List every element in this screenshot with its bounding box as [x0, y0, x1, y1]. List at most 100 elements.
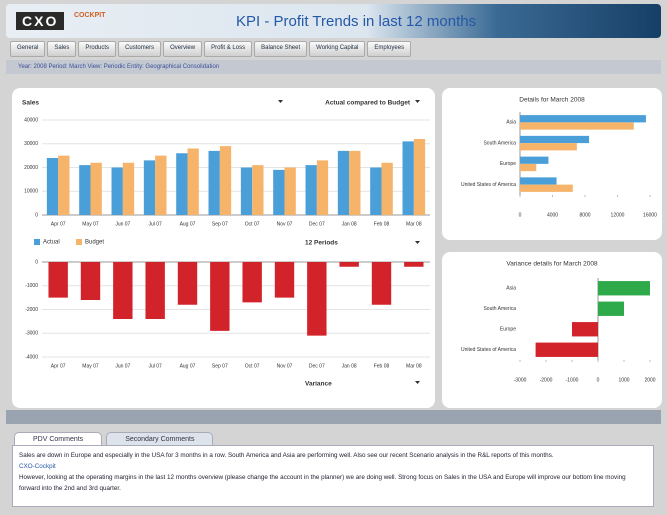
- x-tick-label: 8000: [579, 212, 590, 218]
- x-tick-label: Jun 07: [115, 221, 130, 227]
- period-selector: 12 Periods: [305, 240, 338, 247]
- legend-label: Actual: [43, 240, 60, 246]
- x-tick-label: Nov 07: [277, 221, 293, 227]
- bar: [404, 262, 423, 267]
- chart-subtitle: Actual compared to Budget: [325, 100, 411, 107]
- x-tick-label: 2000: [644, 377, 655, 383]
- bar: [349, 151, 360, 215]
- x-tick-label: Oct 07: [245, 363, 260, 369]
- x-tick-label: 0: [597, 377, 600, 383]
- x-tick-label: May 07: [82, 363, 99, 369]
- bar: [520, 177, 557, 184]
- x-tick-label: Jun 07: [115, 363, 130, 369]
- x-tick-label: Sep 07: [212, 363, 228, 369]
- bar: [285, 168, 296, 216]
- x-tick-label: Mar 08: [406, 221, 422, 227]
- bar: [382, 163, 393, 215]
- bar: [273, 170, 284, 215]
- x-tick-label: Apr 07: [51, 221, 66, 227]
- x-tick-label: -1000: [566, 377, 579, 383]
- y-tick-label: -4000: [25, 354, 38, 360]
- y-tick-label: United States of America: [461, 347, 516, 353]
- x-tick-label: Jan 08: [342, 221, 357, 227]
- y-tick-label: 0: [35, 259, 38, 265]
- bar: [47, 158, 58, 215]
- y-tick-label: -1000: [25, 283, 38, 289]
- bar: [145, 262, 164, 319]
- y-tick-label: United States of America: [461, 182, 516, 188]
- bar: [520, 136, 589, 143]
- bar: [123, 163, 134, 215]
- y-tick-label: 30000: [24, 141, 38, 147]
- x-tick-label: Apr 07: [51, 363, 66, 369]
- x-tick-label: Aug 07: [180, 363, 196, 369]
- x-tick-label: Feb 08: [374, 363, 390, 369]
- bar: [91, 163, 102, 215]
- bar: [520, 157, 548, 164]
- bar: [520, 143, 577, 150]
- x-tick-label: 0: [519, 212, 522, 218]
- bar: [79, 165, 90, 215]
- y-tick-label: -2000: [25, 307, 38, 313]
- bar: [414, 139, 425, 215]
- bar: [307, 262, 326, 336]
- dashboard: CXO COCKPIT KPI - Profit Trends in last …: [0, 0, 667, 515]
- x-tick-label: Dec 07: [309, 221, 325, 227]
- bar: [536, 343, 598, 357]
- dropdown-arrows: [278, 100, 420, 384]
- bar: [520, 164, 536, 171]
- x-tick-label: Oct 07: [245, 221, 260, 227]
- bar: [598, 302, 624, 316]
- bar: [598, 281, 650, 295]
- y-tick-label: South America: [483, 306, 516, 312]
- legend-swatch: [34, 239, 40, 245]
- y-tick-label: Asia: [506, 120, 516, 126]
- bar: [113, 262, 132, 319]
- charts: Sales Actual compared to Budget 12 Periods…: [0, 0, 667, 515]
- x-tick-label: Nov 07: [277, 363, 293, 369]
- bar: [220, 146, 231, 215]
- bar: [372, 262, 391, 305]
- y-tick-label: 10000: [24, 189, 38, 195]
- x-tick-label: 4000: [547, 212, 558, 218]
- x-tick-label: Mar 08: [406, 363, 422, 369]
- bar: [520, 122, 634, 129]
- bar: [112, 168, 123, 216]
- x-tick-label: -3000: [514, 377, 527, 383]
- bar: [338, 151, 349, 215]
- bar: [210, 262, 229, 331]
- x-tick-label: Jul 07: [148, 363, 162, 369]
- bar: [176, 153, 187, 215]
- bar: [155, 156, 166, 215]
- y-tick-label: South America: [483, 140, 516, 146]
- bar: [520, 115, 646, 122]
- x-tick-label: Dec 07: [309, 363, 325, 369]
- x-tick-label: Jul 07: [148, 221, 162, 227]
- bar: [252, 165, 263, 215]
- y-tick-label: 20000: [24, 165, 38, 171]
- x-tick-label: Sep 07: [212, 221, 228, 227]
- bar: [275, 262, 294, 298]
- bar: [572, 322, 598, 336]
- legend-label: Budget: [85, 240, 104, 246]
- y-tick-label: Europe: [500, 327, 516, 333]
- y-tick-label: Asia: [506, 286, 516, 292]
- chart-title: Variance details for March 2008: [506, 261, 598, 268]
- x-tick-label: 12000: [611, 212, 625, 218]
- bar: [241, 168, 252, 216]
- chart-selector: Variance: [305, 381, 332, 388]
- chart-selector: Sales: [22, 100, 39, 107]
- x-tick-label: 1000: [618, 377, 629, 383]
- bar: [306, 165, 317, 215]
- bar: [403, 141, 414, 215]
- y-tick-label: Europe: [500, 161, 516, 167]
- y-tick-label: 0: [35, 212, 38, 218]
- bar: [81, 262, 100, 300]
- bar: [144, 160, 155, 215]
- y-tick-label: 40000: [24, 117, 38, 123]
- bar: [188, 149, 199, 216]
- chart-title: Details for March 2008: [519, 97, 585, 104]
- bar: [178, 262, 197, 305]
- x-tick-label: 16000: [643, 212, 657, 218]
- bar: [339, 262, 358, 267]
